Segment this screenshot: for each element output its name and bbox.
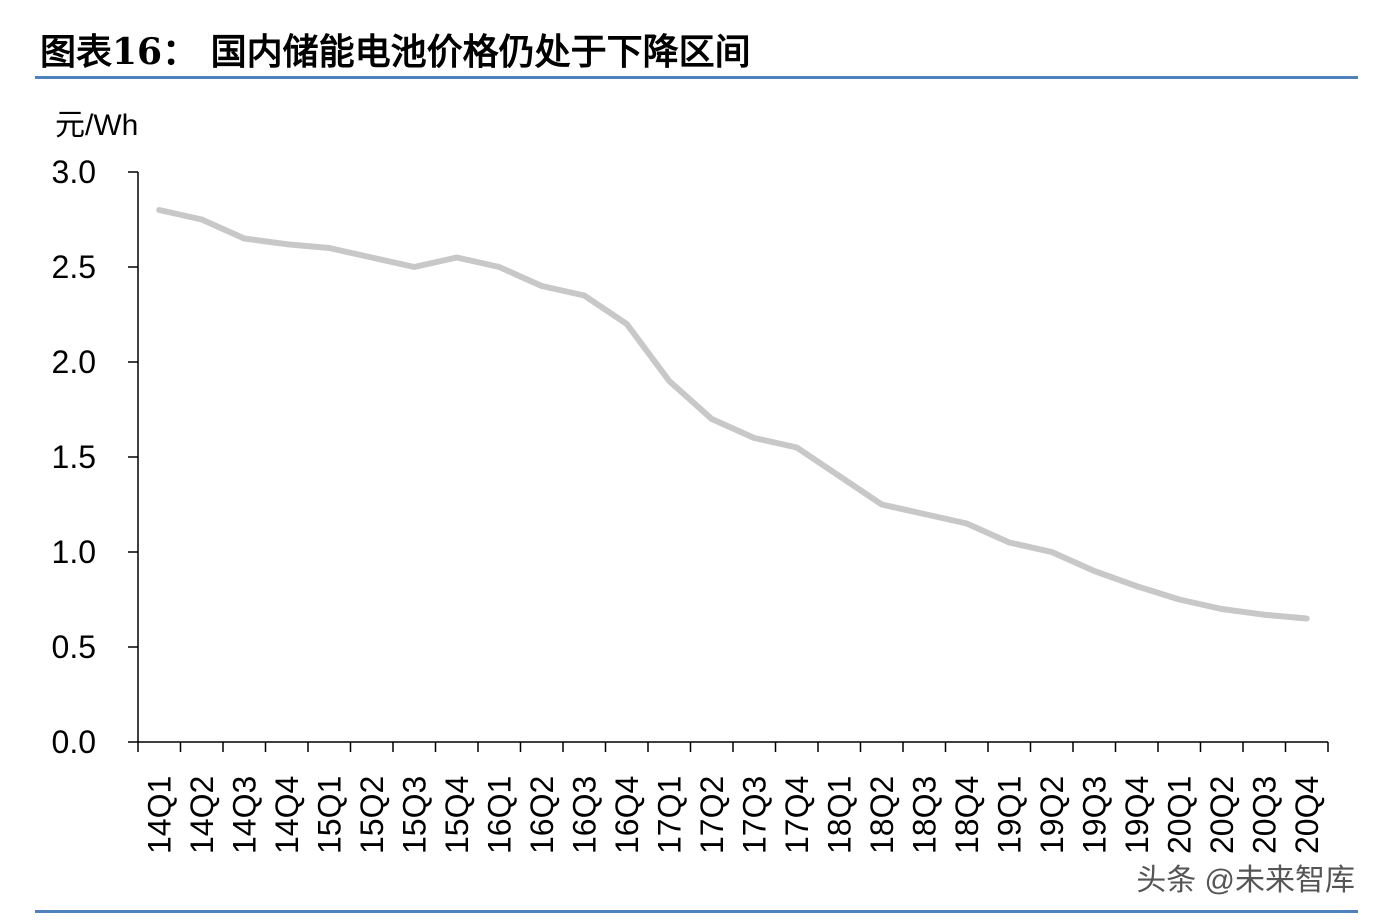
x-tick-label: 18Q1 [821, 776, 857, 854]
x-tick-label: 14Q1 [141, 776, 177, 854]
title-rule [35, 76, 1358, 79]
y-tick-label: 0.0 [52, 724, 96, 760]
x-tick-label: 20Q2 [1204, 776, 1240, 854]
x-tick-label: 14Q2 [184, 776, 220, 854]
x-tick-label: 17Q2 [694, 776, 730, 854]
y-axis-label: 元/Wh [55, 109, 138, 142]
x-tick-label: 19Q2 [1034, 776, 1070, 854]
x-tick-label: 16Q4 [609, 776, 645, 854]
y-tick-label: 1.5 [52, 439, 96, 475]
x-tick-label: 17Q4 [779, 776, 815, 854]
x-tick-label: 18Q4 [949, 776, 985, 854]
x-tick-label: 15Q2 [354, 776, 390, 854]
x-tick-label: 19Q4 [1119, 776, 1155, 854]
y-tick-label: 2.5 [52, 249, 96, 285]
y-tick-label: 2.0 [52, 344, 96, 380]
x-tick-label: 20Q1 [1161, 776, 1197, 854]
line-series [156, 207, 1310, 622]
watermark: 头条 @未来智库 [1136, 864, 1355, 897]
x-tick-label: 20Q4 [1289, 776, 1325, 854]
y-tick-label: 1.0 [52, 534, 96, 570]
bottom-rule [35, 910, 1358, 913]
x-tick-label: 16Q3 [566, 776, 602, 854]
x-tick-label: 15Q1 [311, 776, 347, 854]
x-tick-label: 16Q1 [481, 776, 517, 854]
x-tick-label: 18Q3 [906, 776, 942, 854]
x-tick-label: 14Q4 [269, 776, 305, 854]
x-tick-label: 19Q1 [991, 776, 1027, 854]
x-tick-label: 15Q4 [439, 776, 475, 854]
y-tick-label: 0.5 [52, 629, 96, 665]
x-tick-label: 19Q3 [1076, 776, 1112, 854]
x-tick-label: 20Q3 [1246, 776, 1282, 854]
x-tick-label: 16Q2 [524, 776, 560, 854]
x-tick-label: 18Q2 [864, 776, 900, 854]
x-tick-label: 14Q3 [226, 776, 262, 854]
chart-title: 图表16： 国内储能电池价格仍处于下降区间 [40, 31, 751, 73]
x-tick-label: 17Q1 [651, 776, 687, 854]
x-tick-label: 17Q3 [736, 776, 772, 854]
x-tick-label: 15Q3 [396, 776, 432, 854]
y-tick-label: 3.0 [52, 154, 96, 190]
